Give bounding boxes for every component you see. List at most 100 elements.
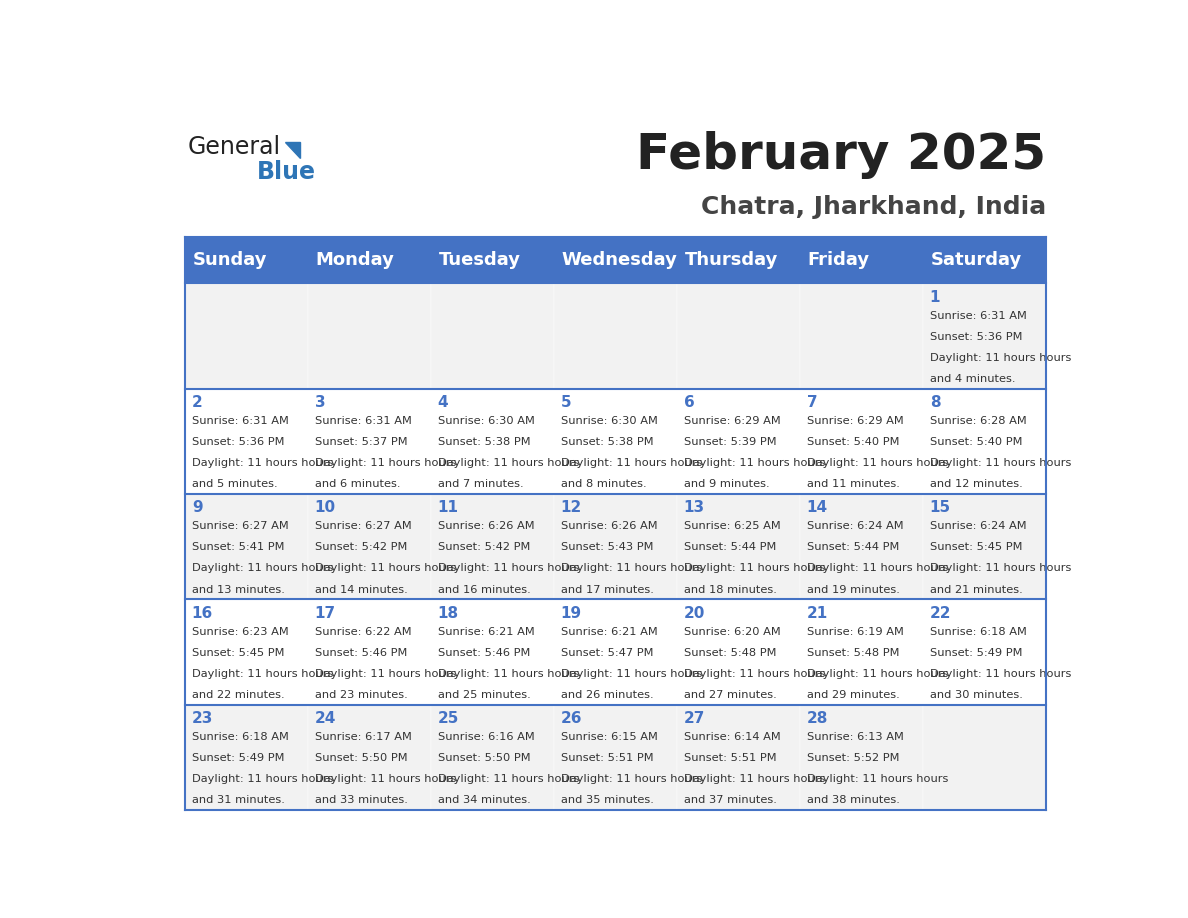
Text: Sunset: 5:49 PM: Sunset: 5:49 PM <box>930 648 1022 658</box>
Text: 12: 12 <box>561 500 582 515</box>
Text: Sunday: Sunday <box>192 252 267 269</box>
Text: 1: 1 <box>930 290 940 305</box>
Text: Daylight: 11 hours hours: Daylight: 11 hours hours <box>930 564 1072 574</box>
Text: 18: 18 <box>437 606 459 621</box>
Text: Sunset: 5:40 PM: Sunset: 5:40 PM <box>807 437 899 447</box>
Text: 13: 13 <box>683 500 704 515</box>
Bar <box>555 284 677 388</box>
Bar <box>677 705 801 810</box>
Text: Sunrise: 6:19 AM: Sunrise: 6:19 AM <box>807 627 904 637</box>
Bar <box>309 284 431 388</box>
Text: 21: 21 <box>807 606 828 621</box>
Text: Sunset: 5:44 PM: Sunset: 5:44 PM <box>683 543 776 553</box>
Bar <box>801 599 923 705</box>
Text: 11: 11 <box>437 500 459 515</box>
Text: and 18 minutes.: and 18 minutes. <box>683 585 777 595</box>
Bar <box>431 705 555 810</box>
Text: 9: 9 <box>191 500 202 515</box>
Text: 4: 4 <box>437 395 448 410</box>
Text: Sunrise: 6:29 AM: Sunrise: 6:29 AM <box>683 416 781 426</box>
Bar <box>555 599 677 705</box>
Bar <box>677 599 801 705</box>
Bar <box>185 599 309 705</box>
Polygon shape <box>285 142 301 158</box>
Text: and 29 minutes.: and 29 minutes. <box>807 690 899 700</box>
Text: and 14 minutes.: and 14 minutes. <box>315 585 407 595</box>
Bar <box>801 494 923 599</box>
Bar <box>923 238 1047 284</box>
Text: and 22 minutes.: and 22 minutes. <box>191 690 284 700</box>
Text: Daylight: 11 hours hours: Daylight: 11 hours hours <box>683 669 824 678</box>
Text: Sunrise: 6:31 AM: Sunrise: 6:31 AM <box>930 310 1026 320</box>
Text: Daylight: 11 hours hours: Daylight: 11 hours hours <box>561 669 702 678</box>
Text: Sunrise: 6:24 AM: Sunrise: 6:24 AM <box>807 521 903 532</box>
Text: Daylight: 11 hours hours: Daylight: 11 hours hours <box>807 564 948 574</box>
Bar <box>309 494 431 599</box>
Text: and 13 minutes.: and 13 minutes. <box>191 585 285 595</box>
Text: Sunset: 5:36 PM: Sunset: 5:36 PM <box>930 331 1022 341</box>
Text: Sunrise: 6:15 AM: Sunrise: 6:15 AM <box>561 732 658 742</box>
Text: Daylight: 11 hours hours: Daylight: 11 hours hours <box>807 669 948 678</box>
Bar <box>309 705 431 810</box>
Text: 23: 23 <box>191 711 213 726</box>
Text: Sunset: 5:50 PM: Sunset: 5:50 PM <box>437 753 530 763</box>
Text: and 21 minutes.: and 21 minutes. <box>930 585 1023 595</box>
Bar <box>923 494 1047 599</box>
Text: Daylight: 11 hours hours: Daylight: 11 hours hours <box>437 774 579 784</box>
Text: Sunrise: 6:26 AM: Sunrise: 6:26 AM <box>437 521 535 532</box>
Text: and 23 minutes.: and 23 minutes. <box>315 690 407 700</box>
Text: Sunset: 5:46 PM: Sunset: 5:46 PM <box>437 648 530 658</box>
Bar <box>677 494 801 599</box>
Text: and 6 minutes.: and 6 minutes. <box>315 479 400 489</box>
Text: and 26 minutes.: and 26 minutes. <box>561 690 653 700</box>
Text: and 38 minutes.: and 38 minutes. <box>807 795 899 805</box>
Text: 22: 22 <box>930 606 952 621</box>
Text: General: General <box>188 135 280 159</box>
Text: Daylight: 11 hours hours: Daylight: 11 hours hours <box>191 774 333 784</box>
Text: Sunset: 5:52 PM: Sunset: 5:52 PM <box>807 753 899 763</box>
Text: Sunrise: 6:16 AM: Sunrise: 6:16 AM <box>437 732 535 742</box>
Text: Blue: Blue <box>257 160 316 184</box>
Bar <box>309 238 431 284</box>
Bar <box>185 705 309 810</box>
Text: Sunrise: 6:18 AM: Sunrise: 6:18 AM <box>191 732 289 742</box>
Text: Daylight: 11 hours hours: Daylight: 11 hours hours <box>561 564 702 574</box>
Text: Daylight: 11 hours hours: Daylight: 11 hours hours <box>315 774 456 784</box>
Text: Sunset: 5:38 PM: Sunset: 5:38 PM <box>561 437 653 447</box>
Text: and 31 minutes.: and 31 minutes. <box>191 795 285 805</box>
Text: Sunset: 5:44 PM: Sunset: 5:44 PM <box>807 543 899 553</box>
Text: Sunrise: 6:31 AM: Sunrise: 6:31 AM <box>191 416 289 426</box>
Text: 6: 6 <box>683 395 695 410</box>
Text: and 25 minutes.: and 25 minutes. <box>437 690 531 700</box>
Bar <box>431 284 555 388</box>
Text: Sunrise: 6:23 AM: Sunrise: 6:23 AM <box>191 627 289 637</box>
Bar <box>555 705 677 810</box>
Text: Sunrise: 6:14 AM: Sunrise: 6:14 AM <box>683 732 781 742</box>
Text: 3: 3 <box>315 395 326 410</box>
Bar <box>923 388 1047 494</box>
Text: Friday: Friday <box>808 252 870 269</box>
Text: 17: 17 <box>315 606 336 621</box>
Text: Daylight: 11 hours hours: Daylight: 11 hours hours <box>561 458 702 468</box>
Text: Sunrise: 6:30 AM: Sunrise: 6:30 AM <box>437 416 535 426</box>
Text: Daylight: 11 hours hours: Daylight: 11 hours hours <box>807 458 948 468</box>
Text: and 35 minutes.: and 35 minutes. <box>561 795 653 805</box>
Text: Daylight: 11 hours hours: Daylight: 11 hours hours <box>930 353 1072 363</box>
Bar <box>431 388 555 494</box>
Text: Sunset: 5:37 PM: Sunset: 5:37 PM <box>315 437 407 447</box>
Text: Sunset: 5:48 PM: Sunset: 5:48 PM <box>807 648 899 658</box>
Bar <box>801 388 923 494</box>
Text: 26: 26 <box>561 711 582 726</box>
Text: and 7 minutes.: and 7 minutes. <box>437 479 524 489</box>
Text: and 30 minutes.: and 30 minutes. <box>930 690 1023 700</box>
Text: Daylight: 11 hours hours: Daylight: 11 hours hours <box>683 458 824 468</box>
Text: Sunrise: 6:25 AM: Sunrise: 6:25 AM <box>683 521 781 532</box>
Text: 25: 25 <box>437 711 459 726</box>
Text: Daylight: 11 hours hours: Daylight: 11 hours hours <box>437 564 579 574</box>
Text: Saturday: Saturday <box>930 252 1022 269</box>
Text: Sunset: 5:42 PM: Sunset: 5:42 PM <box>315 543 407 553</box>
Text: and 5 minutes.: and 5 minutes. <box>191 479 277 489</box>
Text: Daylight: 11 hours hours: Daylight: 11 hours hours <box>807 774 948 784</box>
Text: Wednesday: Wednesday <box>562 252 677 269</box>
Bar <box>923 599 1047 705</box>
